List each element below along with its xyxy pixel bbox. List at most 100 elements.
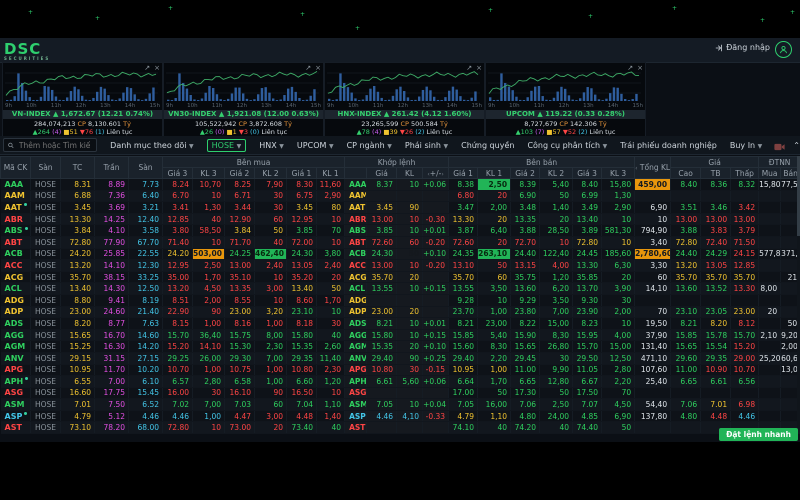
scrollbar-track[interactable]	[797, 156, 800, 428]
group-header-sell[interactable]: Bên bán	[448, 156, 636, 168]
cell-total-vol[interactable]: 794,90	[634, 224, 672, 237]
cell-match-price[interactable]: 13.55	[366, 282, 398, 295]
cell-avg[interactable]: 8.36	[700, 178, 732, 191]
cell-foreign-buy[interactable]	[758, 201, 782, 214]
cell-buy-price-2[interactable]: 6.71	[224, 190, 255, 203]
cell-foreign-buy[interactable]	[758, 213, 782, 226]
menu-chứng-quyền[interactable]: Chứng quyền	[461, 140, 515, 150]
cell-sell-vol-2[interactable]: 26,80	[539, 340, 574, 353]
cell-buy-price-1[interactable]: 3.45	[286, 201, 317, 214]
cell-buy-vol-2[interactable]: 10	[254, 271, 287, 284]
cell-sell-vol-3[interactable]: 185,60	[601, 248, 636, 261]
cell-sell-price-2[interactable]: 6.90	[510, 190, 541, 203]
cell-ceiling[interactable]: 9.41	[94, 294, 129, 307]
cell-change[interactable]	[422, 271, 450, 284]
cell-sell-vol-1[interactable]: 40	[477, 421, 512, 435]
cell-low[interactable]: 8.32	[730, 178, 760, 191]
cell-low[interactable]	[730, 190, 760, 203]
cell-exchange[interactable]: HOSE	[30, 282, 61, 295]
cell-floor[interactable]: 8.19	[128, 294, 163, 307]
cell-sell-vol-3[interactable]: 10	[601, 213, 636, 226]
cell-symbol-mid[interactable]: ACG	[344, 271, 368, 284]
cell-sell-vol-3[interactable]: 581,30	[601, 224, 636, 237]
cell-ceiling[interactable]: 78.20	[94, 421, 129, 435]
cell-exchange[interactable]: HOSE	[30, 398, 61, 411]
cell-ceiling[interactable]: 77.90	[94, 236, 129, 249]
sell-col-3[interactable]: KL 2	[539, 167, 574, 179]
cell-symbol[interactable]: AGG	[0, 329, 31, 342]
cell-ceiling[interactable]: 7.50	[94, 398, 129, 411]
cell-floor[interactable]: 10.20	[128, 364, 163, 377]
cell-buy-vol-2[interactable]: 7,00	[254, 352, 287, 365]
cell-buy-vol-3[interactable]: 2,80	[192, 375, 225, 388]
cell-symbol-mid[interactable]: AAT	[344, 201, 368, 214]
cell-high[interactable]: 4.80	[670, 410, 702, 423]
cell-buy-vol-3[interactable]: 2,00	[192, 294, 225, 307]
cell-low[interactable]: 13.30	[730, 282, 760, 295]
cell-high[interactable]	[670, 387, 702, 400]
cell-sell-vol-3[interactable]: 10	[601, 317, 636, 330]
cell-sell-vol-1[interactable]: 20	[477, 236, 512, 249]
cell-ref-price[interactable]: 24.20	[60, 248, 95, 261]
cell-total-vol[interactable]: 107,60	[634, 364, 672, 377]
cell-high[interactable]: 8.21	[670, 317, 702, 330]
cell-total-vol[interactable]: 131,40	[634, 340, 672, 353]
cell-floor[interactable]: 6.40	[128, 190, 163, 203]
cell-match-vol[interactable]: 30	[396, 364, 424, 377]
cell-buy-price-3[interactable]: 29.25	[162, 352, 193, 365]
cell-buy-vol-2[interactable]: 2,30	[254, 340, 287, 353]
cell-buy-price-1[interactable]: 13.40	[286, 282, 317, 295]
menu-hose[interactable]: HOSE ▼	[206, 138, 247, 152]
cell-buy-vol-1[interactable]: 2,60	[316, 340, 346, 353]
cell-total-vol[interactable]: 3,40	[634, 236, 672, 249]
cell-total-vol[interactable]: 459,00	[634, 178, 672, 191]
cell-buy-vol-3[interactable]: 1,00	[192, 317, 225, 330]
cell-sell-price-1[interactable]: 3.87	[448, 224, 479, 237]
buy-col-2[interactable]: Giá 2	[224, 167, 255, 179]
cell-symbol-mid[interactable]: ASM	[344, 398, 368, 411]
cell-ceiling[interactable]: 16.30	[94, 340, 129, 353]
cell-low[interactable]: 6.56	[730, 375, 760, 388]
cell-symbol-mid[interactable]: ABS	[344, 224, 368, 237]
cell-ceiling[interactable]: 4.10	[94, 224, 129, 237]
cell-sell-vol-2[interactable]: 12,80	[539, 375, 574, 388]
cell-sell-vol-1[interactable]: 50	[477, 259, 512, 272]
cell-high[interactable]: 6.65	[670, 375, 702, 388]
cell-buy-vol-1[interactable]: 1,10	[316, 398, 346, 411]
cell-buy-vol-3[interactable]: 10,70	[192, 178, 225, 191]
cell-high[interactable]: 3.51	[670, 201, 702, 214]
cell-match-price[interactable]: 35.70	[366, 271, 398, 284]
cell-match-vol[interactable]: 90	[396, 352, 424, 365]
cell-symbol-mid[interactable]: ADP	[344, 306, 368, 319]
cell-sell-price-3[interactable]: 13.30	[572, 259, 603, 272]
cell-sell-vol-1[interactable]: 1,10	[477, 410, 512, 423]
cell-sell-price-2[interactable]: 9.29	[510, 294, 541, 307]
cell-buy-vol-2[interactable]: 20	[254, 421, 287, 435]
close-icon[interactable]: ×	[315, 64, 321, 72]
cell-floor[interactable]: 6.52	[128, 398, 163, 411]
cell-exchange[interactable]: HOSE	[30, 375, 61, 388]
cell-sell-price-2[interactable]: 11.00	[510, 364, 541, 377]
cell-floor[interactable]: 33.25	[128, 271, 163, 284]
cell-sell-price-1[interactable]: 3.47	[448, 201, 479, 214]
cell-symbol[interactable]: AGM	[0, 340, 31, 353]
cell-ceiling[interactable]: 14.10	[94, 259, 129, 272]
cell-buy-vol-3[interactable]: 1,70	[192, 271, 225, 284]
cell-buy-vol-2[interactable]: 60	[254, 213, 287, 226]
match-col-3[interactable]: ‹+/-›	[422, 167, 450, 179]
cell-buy-price-2[interactable]: 4.47	[224, 410, 255, 423]
cell-sell-vol-2[interactable]: 122,40	[539, 248, 574, 261]
group-header-buy[interactable]: Bên mua	[161, 156, 346, 168]
cell-buy-vol-1[interactable]: 80	[316, 201, 346, 214]
cell-buy-vol-3[interactable]: 10	[192, 190, 225, 203]
cell-buy-vol-2[interactable]: 1,00	[254, 364, 287, 377]
cell-buy-vol-1[interactable]: 1,20	[316, 375, 346, 388]
cell-match-price[interactable]: 23.00	[366, 306, 398, 319]
cell-sell-vol-1[interactable]: 10	[477, 294, 512, 307]
cell-exchange[interactable]: HOSE	[30, 224, 61, 237]
cell-symbol[interactable]: ADS	[0, 317, 31, 330]
cell-avg[interactable]: 13.52	[700, 282, 732, 295]
cell-sell-vol-3[interactable]: 70	[601, 387, 636, 400]
cell-change[interactable]: -0.20	[422, 259, 450, 272]
cell-avg[interactable]	[700, 387, 732, 400]
